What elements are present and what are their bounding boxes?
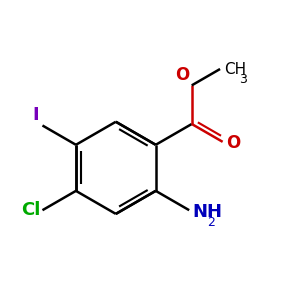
Text: 3: 3 [239, 73, 247, 85]
Text: NH: NH [192, 203, 222, 221]
Text: Cl: Cl [21, 201, 40, 219]
Text: O: O [226, 134, 241, 152]
Text: 2: 2 [208, 215, 215, 229]
Text: O: O [175, 66, 189, 84]
Text: I: I [33, 106, 40, 124]
Text: CH: CH [224, 61, 246, 76]
